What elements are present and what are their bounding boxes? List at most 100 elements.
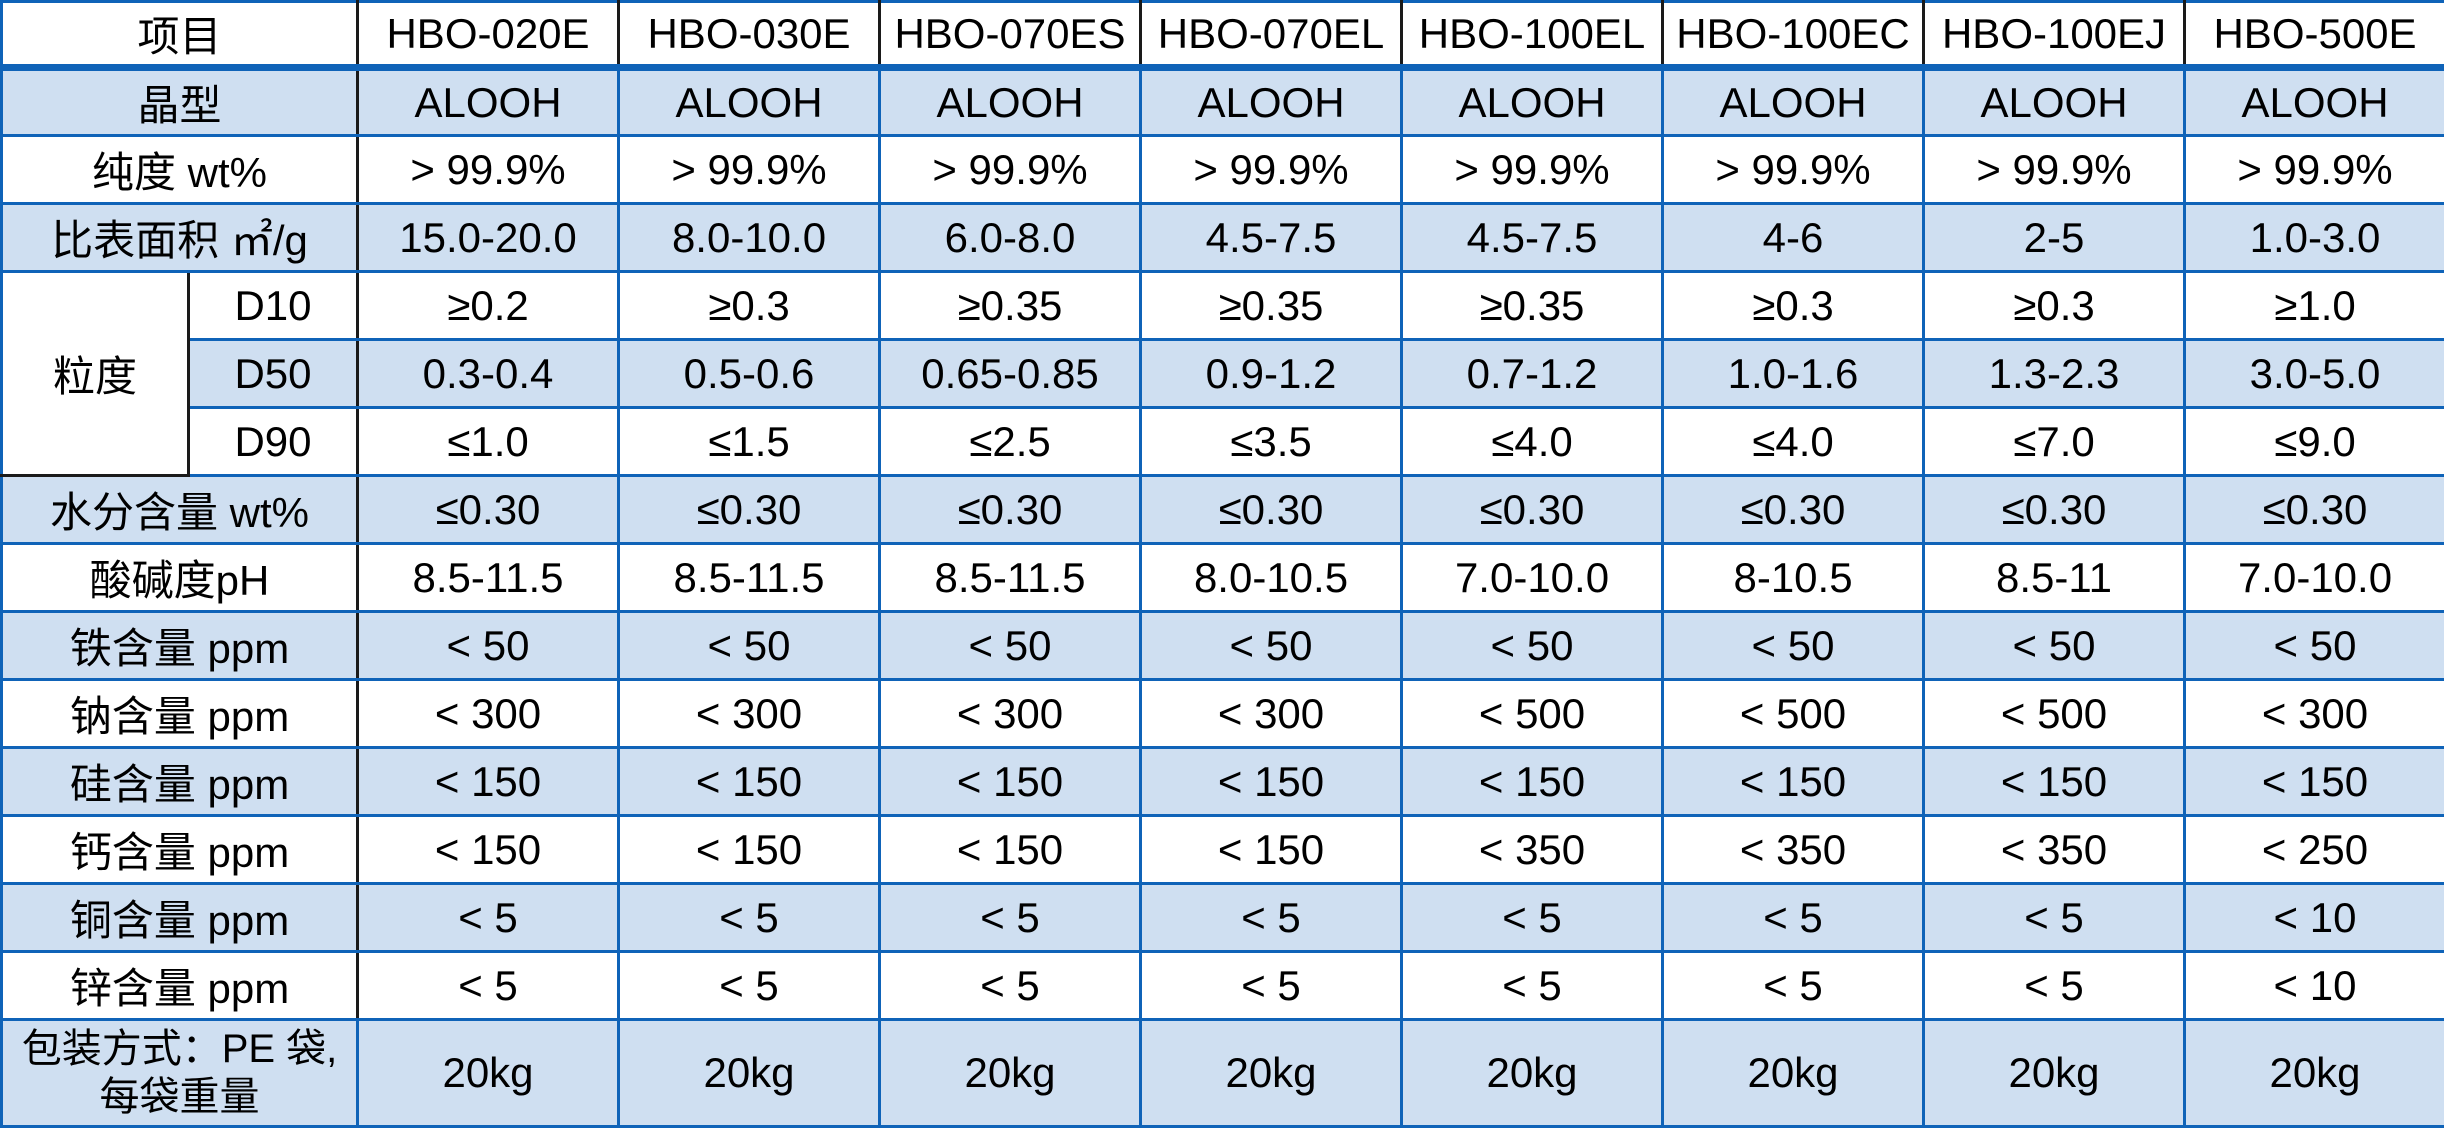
value-cell: 4.5-7.5	[1402, 204, 1663, 272]
value-cell: ≤9.0	[2185, 408, 2444, 476]
particle-size-group-label: 粒度	[2, 272, 189, 476]
value-cell: ALOOH	[619, 68, 880, 136]
value-cell: 8-10.5	[1663, 544, 1924, 612]
row-calcium: 钙含量 ppm < 150 < 150 < 150 < 150 < 350 < …	[2, 816, 2444, 884]
value-cell: < 50	[1141, 612, 1402, 680]
value-cell: ≥0.35	[1141, 272, 1402, 340]
value-cell: < 150	[1924, 748, 2185, 816]
value-cell: < 350	[1402, 816, 1663, 884]
value-cell: ≤4.0	[1663, 408, 1924, 476]
value-cell: < 50	[1402, 612, 1663, 680]
value-cell: < 50	[2185, 612, 2444, 680]
value-cell: < 500	[1402, 680, 1663, 748]
row-label: 晶型	[2, 68, 358, 136]
value-cell: ≤7.0	[1924, 408, 2185, 476]
row-label: 铁含量 ppm	[2, 612, 358, 680]
packaging-line-1: 包装方式：PE 袋,	[11, 1025, 348, 1073]
value-cell: < 150	[1141, 816, 1402, 884]
value-cell: > 99.9%	[2185, 136, 2444, 204]
value-cell: < 50	[358, 612, 619, 680]
value-cell: > 99.9%	[880, 136, 1141, 204]
value-cell: 8.0-10.5	[1141, 544, 1402, 612]
row-label: 钠含量 ppm	[2, 680, 358, 748]
value-cell: ≤0.30	[1663, 476, 1924, 544]
value-cell: ≤0.30	[1402, 476, 1663, 544]
value-cell: 20kg	[1141, 1020, 1402, 1127]
row-label: 铜含量 ppm	[2, 884, 358, 952]
value-cell: ≤3.5	[1141, 408, 1402, 476]
value-cell: ≤1.5	[619, 408, 880, 476]
header-col: HBO-030E	[619, 2, 880, 68]
value-cell: < 5	[1141, 884, 1402, 952]
sub-row-label: D50	[189, 340, 358, 408]
value-cell: 0.7-1.2	[1402, 340, 1663, 408]
value-cell: 0.9-1.2	[1141, 340, 1402, 408]
value-cell: 0.65-0.85	[880, 340, 1141, 408]
value-cell: 1.0-3.0	[2185, 204, 2444, 272]
value-cell: > 99.9%	[1924, 136, 2185, 204]
value-cell: < 300	[880, 680, 1141, 748]
row-label: 酸碱度pH	[2, 544, 358, 612]
value-cell: < 5	[1663, 884, 1924, 952]
value-cell: < 5	[1402, 952, 1663, 1020]
value-cell: < 250	[2185, 816, 2444, 884]
row-label: 硅含量 ppm	[2, 748, 358, 816]
value-cell: < 300	[1141, 680, 1402, 748]
value-cell: < 350	[1924, 816, 2185, 884]
value-cell: < 5	[1141, 952, 1402, 1020]
value-cell: ≤4.0	[1402, 408, 1663, 476]
value-cell: 6.0-8.0	[880, 204, 1141, 272]
value-cell: ≤0.30	[880, 476, 1141, 544]
value-cell: 20kg	[1402, 1020, 1663, 1127]
value-cell: ≤0.30	[1141, 476, 1402, 544]
value-cell: ≤0.30	[2185, 476, 2444, 544]
value-cell: ≥0.3	[1663, 272, 1924, 340]
value-cell: ALOOH	[880, 68, 1141, 136]
value-cell: 8.5-11	[1924, 544, 2185, 612]
value-cell: < 150	[880, 816, 1141, 884]
value-cell: < 150	[619, 748, 880, 816]
header-col: HBO-100EJ	[1924, 2, 2185, 68]
value-cell: > 99.9%	[1402, 136, 1663, 204]
value-cell: < 300	[619, 680, 880, 748]
value-cell: ALOOH	[1663, 68, 1924, 136]
row-copper: 铜含量 ppm < 5 < 5 < 5 < 5 < 5 < 5 < 5 < 10	[2, 884, 2444, 952]
value-cell: < 350	[1663, 816, 1924, 884]
row-label: 纯度 wt%	[2, 136, 358, 204]
value-cell: 20kg	[880, 1020, 1141, 1127]
value-cell: 20kg	[1924, 1020, 2185, 1127]
header-row: 项目 HBO-020E HBO-030E HBO-070ES HBO-070EL…	[2, 2, 2444, 68]
row-zinc: 锌含量 ppm < 5 < 5 < 5 < 5 < 5 < 5 < 5 < 10	[2, 952, 2444, 1020]
value-cell: < 5	[880, 884, 1141, 952]
header-col: HBO-020E	[358, 2, 619, 68]
header-col: HBO-100EL	[1402, 2, 1663, 68]
row-purity: 纯度 wt% > 99.9% > 99.9% > 99.9% > 99.9% >…	[2, 136, 2444, 204]
value-cell: 0.5-0.6	[619, 340, 880, 408]
value-cell: < 150	[1402, 748, 1663, 816]
value-cell: < 150	[2185, 748, 2444, 816]
row-iron: 铁含量 ppm < 50 < 50 < 50 < 50 < 50 < 50 < …	[2, 612, 2444, 680]
value-cell: ALOOH	[1402, 68, 1663, 136]
header-col: HBO-500E	[2185, 2, 2444, 68]
value-cell: < 5	[1924, 884, 2185, 952]
value-cell: 0.3-0.4	[358, 340, 619, 408]
value-cell: 4-6	[1663, 204, 1924, 272]
row-moisture: 水分含量 wt% ≤0.30 ≤0.30 ≤0.30 ≤0.30 ≤0.30 ≤…	[2, 476, 2444, 544]
value-cell: ≤0.30	[1924, 476, 2185, 544]
value-cell: ≥0.3	[1924, 272, 2185, 340]
value-cell: 7.0-10.0	[1402, 544, 1663, 612]
value-cell: 8.5-11.5	[358, 544, 619, 612]
header-col: HBO-070ES	[880, 2, 1141, 68]
value-cell: 20kg	[619, 1020, 880, 1127]
value-cell: < 150	[619, 816, 880, 884]
value-cell: ALOOH	[1924, 68, 2185, 136]
value-cell: > 99.9%	[358, 136, 619, 204]
header-col: HBO-070EL	[1141, 2, 1402, 68]
value-cell: ≤0.30	[358, 476, 619, 544]
value-cell: ≥1.0	[2185, 272, 2444, 340]
value-cell: < 10	[2185, 884, 2444, 952]
value-cell: < 50	[619, 612, 880, 680]
value-cell: < 10	[2185, 952, 2444, 1020]
value-cell: 20kg	[358, 1020, 619, 1127]
